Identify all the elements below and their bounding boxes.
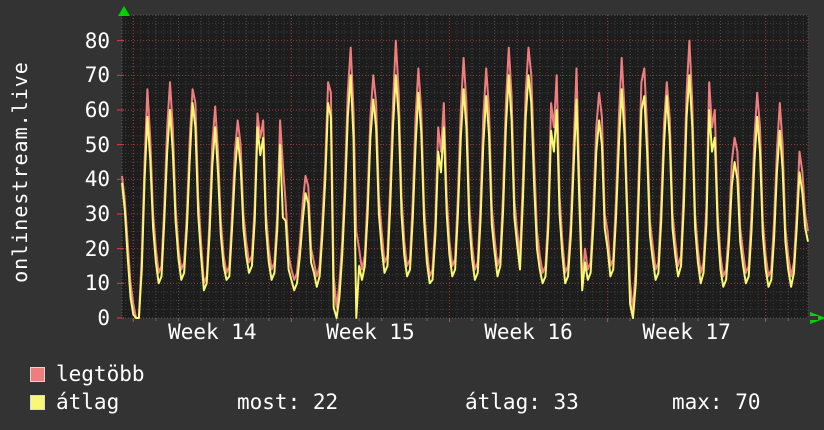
legend-item-avg: átlag (30, 390, 119, 414)
y-tick-label: 70 (84, 63, 110, 88)
series-line-avg (121, 74, 809, 319)
y-tick-label: 50 (84, 132, 110, 157)
legend-label-max: legtöbb (56, 362, 145, 386)
x-tick-label-week: Week 15 (326, 320, 415, 344)
x-tick-label-week: Week 17 (642, 320, 731, 344)
x-tick-label-week: Week 16 (484, 320, 573, 344)
legend-label-avg: átlag (56, 390, 120, 414)
y-tick-label: 0 (97, 306, 110, 330)
plot-border (121, 14, 809, 319)
legend-swatch-avg (30, 394, 45, 410)
arrow-right-icon (810, 312, 824, 324)
y-tick-label: 40 (84, 167, 110, 192)
x-tick-label-week: Week 14 (168, 320, 257, 344)
legend-item-max: legtöbb (30, 362, 145, 386)
stat-max: max: 70 (672, 390, 761, 414)
y-tick-label: 20 (84, 236, 110, 261)
y-tick-label: 80 (84, 28, 110, 53)
stat-most: most: 22 (237, 390, 339, 414)
y-tick-label: 30 (84, 201, 110, 226)
arrow-up-icon (118, 6, 130, 16)
y-tick-label: 60 (84, 97, 110, 122)
stat-atlag: átlag: 33 (465, 390, 579, 414)
legend-swatch-max (30, 366, 45, 382)
y-tick-label: 10 (84, 271, 110, 296)
